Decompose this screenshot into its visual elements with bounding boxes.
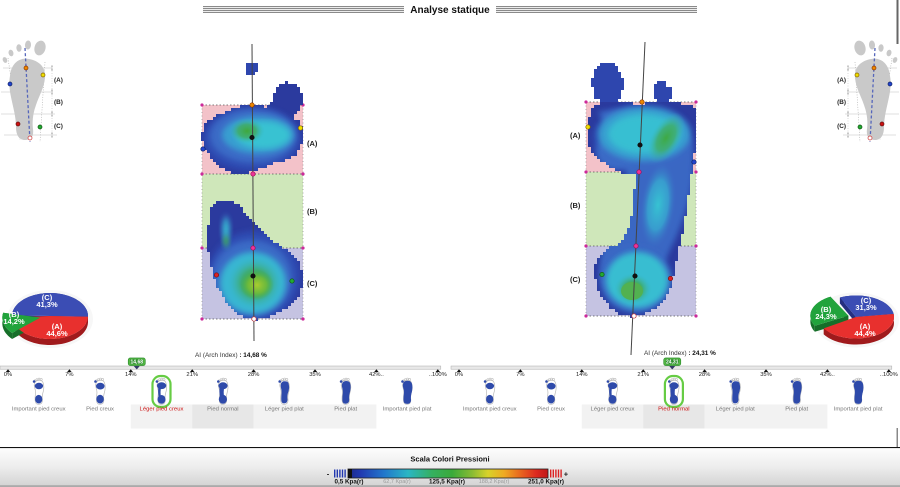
svg-text:(C): (C) bbox=[570, 275, 581, 284]
svg-text:(B): (B) bbox=[570, 201, 581, 210]
svg-text:44,6%: 44,6% bbox=[46, 329, 68, 338]
svg-text:Important pied plat: Important pied plat bbox=[383, 407, 432, 413]
svg-text:0%: 0% bbox=[4, 372, 12, 378]
svg-text:14,2%: 14,2% bbox=[3, 317, 25, 326]
svg-text:14%: 14% bbox=[576, 372, 588, 378]
svg-text:..100%: ..100% bbox=[429, 372, 447, 378]
svg-text:(B): (B) bbox=[9, 310, 20, 319]
svg-text:0,5 Kpa(r): 0,5 Kpa(r) bbox=[334, 479, 363, 486]
svg-text:(C): (C) bbox=[42, 293, 53, 302]
svg-text:Léger pied plat: Léger pied plat bbox=[716, 407, 755, 413]
svg-text:62,7 Kpa(r): 62,7 Kpa(r) bbox=[383, 479, 411, 485]
svg-text:..100%: ..100% bbox=[880, 372, 898, 378]
svg-text:0%: 0% bbox=[455, 372, 463, 378]
svg-text:42%..: 42%.. bbox=[369, 372, 384, 378]
svg-text:Pied creux: Pied creux bbox=[537, 407, 565, 413]
svg-text:35%: 35% bbox=[760, 372, 772, 378]
svg-text:(C): (C) bbox=[837, 123, 846, 130]
svg-text:(A): (A) bbox=[307, 139, 318, 148]
svg-text:24,31: 24,31 bbox=[666, 360, 679, 366]
svg-text:+: + bbox=[564, 470, 569, 479]
svg-text:188,2 Kpa(r): 188,2 Kpa(r) bbox=[479, 479, 510, 485]
svg-text:Pied plat: Pied plat bbox=[334, 407, 357, 413]
svg-text:Pied normal: Pied normal bbox=[207, 407, 238, 413]
svg-text:Important pied creux: Important pied creux bbox=[463, 407, 517, 413]
svg-text:(B): (B) bbox=[54, 99, 63, 106]
svg-text:(B): (B) bbox=[837, 99, 846, 106]
svg-text:Important pied plat: Important pied plat bbox=[834, 407, 883, 413]
svg-text:Léger pied creux: Léger pied creux bbox=[591, 407, 635, 413]
svg-text:42%..: 42%.. bbox=[820, 372, 835, 378]
svg-text:7%: 7% bbox=[65, 372, 73, 378]
svg-text:(C): (C) bbox=[307, 279, 318, 288]
svg-text:Important pied creux: Important pied creux bbox=[12, 407, 66, 413]
svg-text:Pied plat: Pied plat bbox=[785, 407, 808, 413]
svg-text:251,0 Kpa(r): 251,0 Kpa(r) bbox=[528, 479, 564, 486]
svg-text:7%: 7% bbox=[516, 372, 524, 378]
svg-text:44,4%: 44,4% bbox=[854, 329, 876, 338]
svg-text:(C): (C) bbox=[54, 123, 63, 130]
svg-text:28%: 28% bbox=[699, 372, 711, 378]
svg-text:21%: 21% bbox=[637, 372, 649, 378]
svg-text:(A): (A) bbox=[837, 77, 846, 84]
svg-text:(A): (A) bbox=[54, 77, 63, 84]
svg-text:21%: 21% bbox=[186, 372, 198, 378]
svg-text:(B): (B) bbox=[307, 207, 318, 216]
svg-text:(B): (B) bbox=[821, 305, 832, 314]
svg-text:AI (Arch Index) : 24,31 %: AI (Arch Index) : 24,31 % bbox=[644, 350, 716, 357]
svg-text:(A): (A) bbox=[52, 322, 63, 331]
svg-text:35%: 35% bbox=[309, 372, 321, 378]
svg-text:Scala Colori Pressioni: Scala Colori Pressioni bbox=[410, 455, 489, 464]
svg-text:-: - bbox=[327, 470, 330, 479]
svg-text:Léger pied creux: Léger pied creux bbox=[140, 407, 184, 413]
svg-text:31,3%: 31,3% bbox=[855, 303, 877, 312]
svg-text:Léger pied plat: Léger pied plat bbox=[265, 407, 304, 413]
svg-text:28%: 28% bbox=[248, 372, 260, 378]
svg-text:Analyse statique: Analyse statique bbox=[410, 5, 490, 16]
svg-text:Pied creux: Pied creux bbox=[86, 407, 114, 413]
svg-text:(A): (A) bbox=[860, 322, 871, 331]
svg-text:(C): (C) bbox=[861, 296, 872, 305]
svg-text:AI (Arch Index) : 14,68 %: AI (Arch Index) : 14,68 % bbox=[195, 352, 267, 359]
svg-text:24,3%: 24,3% bbox=[815, 312, 837, 321]
svg-text:14%: 14% bbox=[125, 372, 137, 378]
svg-text:41,3%: 41,3% bbox=[36, 300, 58, 309]
svg-text:(A): (A) bbox=[570, 131, 581, 140]
svg-text:125,5 Kpa(r): 125,5 Kpa(r) bbox=[429, 479, 465, 486]
svg-text:14,68: 14,68 bbox=[131, 360, 144, 366]
svg-text:Pied normal: Pied normal bbox=[658, 407, 689, 413]
